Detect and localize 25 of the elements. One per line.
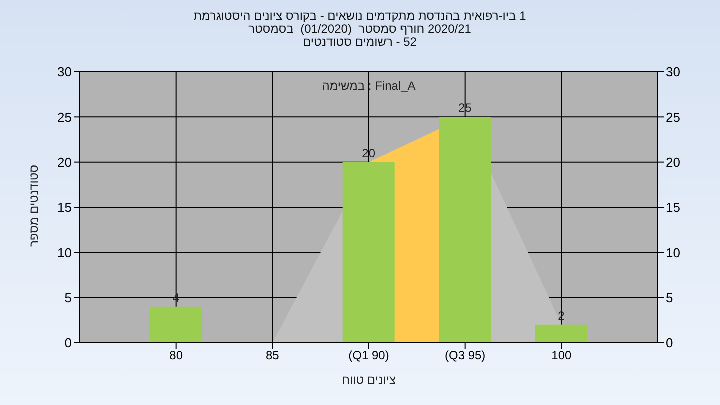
bar [150,306,202,343]
y-tick-label: 10 [58,245,72,260]
y-axis-title: מספר סטודנטים [27,164,41,248]
y-tick-label: 25 [58,110,72,125]
y2-tick-label: 10 [666,245,680,260]
y-tick-label: 5 [64,290,72,306]
x-tick-label: 100 [552,348,572,363]
x-tick-label: (Q1 90) [348,348,390,363]
y2-tick-label: 20 [666,154,680,170]
bar [342,162,395,343]
bar [536,324,588,343]
x-tick-label: 80 [170,348,184,363]
y2-tick-label: 15 [666,200,680,216]
y2-tick-label: 30 [666,64,680,80]
y2-tick-label: 5 [666,290,674,306]
y-tick-label: 30 [58,64,72,80]
y-tick-label: 0 [64,336,72,351]
x-tick-label: 85 [266,348,280,363]
y2-tick-label: 25 [666,110,680,125]
y-tick-label: 15 [58,200,72,216]
y-tick-label: 20 [58,154,72,170]
y2-tick-label: 0 [666,336,674,351]
x-axis-title: טווח ציונים [342,373,396,387]
bar [439,117,492,343]
x-tick-label: (Q3 95) [444,348,486,363]
